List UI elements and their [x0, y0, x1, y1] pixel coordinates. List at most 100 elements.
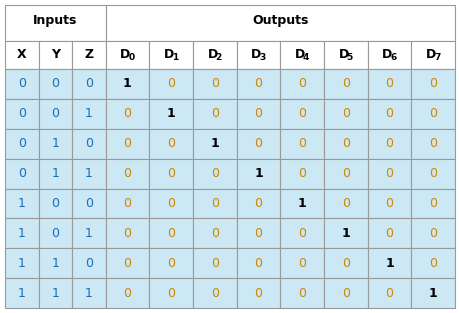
Bar — [280, 278, 323, 308]
Text: 1: 1 — [51, 137, 59, 150]
Text: 0: 0 — [210, 77, 218, 90]
Text: 0: 0 — [385, 137, 392, 150]
Text: 1: 1 — [18, 287, 26, 300]
Bar — [192, 69, 236, 99]
Bar — [149, 69, 192, 99]
Bar — [72, 278, 106, 308]
Bar — [323, 69, 367, 99]
Text: 0: 0 — [167, 227, 175, 240]
Text: 0: 0 — [341, 77, 349, 90]
Bar — [236, 248, 280, 278]
Bar — [280, 129, 323, 159]
Text: 0: 0 — [18, 137, 26, 150]
Bar — [72, 248, 106, 278]
Bar — [236, 188, 280, 218]
Text: 1: 1 — [210, 137, 218, 150]
Bar — [5, 69, 39, 99]
Bar — [39, 99, 72, 129]
Text: 7: 7 — [433, 54, 439, 63]
Text: D: D — [120, 48, 130, 60]
Bar — [39, 278, 72, 308]
Text: Z: Z — [84, 49, 93, 61]
Text: 0: 0 — [341, 197, 349, 210]
Bar — [149, 248, 192, 278]
Text: 1: 1 — [51, 257, 59, 270]
Bar — [149, 159, 192, 188]
Bar — [280, 248, 323, 278]
Text: 0: 0 — [428, 197, 436, 210]
Text: 0: 0 — [254, 197, 262, 210]
Text: 1: 1 — [384, 257, 393, 270]
Text: 0: 0 — [428, 77, 436, 90]
Bar — [192, 159, 236, 188]
Text: 0: 0 — [254, 287, 262, 300]
Bar — [149, 188, 192, 218]
Text: 0: 0 — [210, 287, 218, 300]
Bar — [410, 41, 454, 69]
Bar — [5, 248, 39, 278]
Bar — [72, 218, 106, 248]
Bar — [323, 159, 367, 188]
Text: 0: 0 — [297, 107, 306, 120]
Bar — [410, 129, 454, 159]
Bar — [280, 99, 323, 129]
Text: 0: 0 — [51, 197, 59, 210]
Bar — [5, 278, 39, 308]
Bar — [5, 99, 39, 129]
Bar — [236, 129, 280, 159]
Bar — [39, 188, 72, 218]
Text: Inputs: Inputs — [33, 14, 77, 27]
Text: 1: 1 — [123, 77, 132, 90]
Text: 1: 1 — [18, 257, 26, 270]
Text: 0: 0 — [341, 257, 349, 270]
Bar — [323, 41, 367, 69]
Text: 0: 0 — [428, 107, 436, 120]
Bar — [192, 218, 236, 248]
Bar — [410, 248, 454, 278]
Bar — [5, 159, 39, 188]
Text: X: X — [17, 49, 27, 61]
Bar — [236, 41, 280, 69]
Bar — [106, 278, 149, 308]
Bar — [39, 218, 72, 248]
Bar — [5, 129, 39, 159]
Text: 1: 1 — [85, 287, 93, 300]
Text: 0: 0 — [341, 167, 349, 180]
Text: 0: 0 — [167, 167, 175, 180]
Bar — [149, 99, 192, 129]
Bar — [236, 99, 280, 129]
Bar — [72, 129, 106, 159]
Text: 0: 0 — [84, 197, 93, 210]
Text: 2: 2 — [215, 54, 221, 63]
Bar — [5, 188, 39, 218]
Text: 0: 0 — [84, 77, 93, 90]
Text: D: D — [251, 48, 261, 60]
Text: 1: 1 — [253, 167, 262, 180]
Bar — [72, 99, 106, 129]
Text: 1: 1 — [297, 197, 306, 210]
Text: 0: 0 — [210, 197, 218, 210]
Text: 0: 0 — [18, 107, 26, 120]
Bar — [5, 41, 39, 69]
Bar — [410, 99, 454, 129]
Text: 0: 0 — [210, 227, 218, 240]
Text: D: D — [425, 48, 435, 60]
Text: 0: 0 — [254, 77, 262, 90]
Text: 0: 0 — [385, 287, 392, 300]
Text: 1: 1 — [85, 167, 93, 180]
Text: 0: 0 — [297, 257, 306, 270]
Text: 0: 0 — [385, 197, 392, 210]
Bar — [236, 159, 280, 188]
Text: D: D — [207, 48, 218, 60]
Text: 0: 0 — [297, 137, 306, 150]
Bar — [72, 69, 106, 99]
Bar — [106, 188, 149, 218]
Bar — [106, 69, 149, 99]
Text: Y: Y — [50, 49, 60, 61]
Text: 0: 0 — [385, 227, 392, 240]
Bar — [367, 129, 410, 159]
Bar — [39, 248, 72, 278]
Bar — [280, 218, 323, 248]
Text: 0: 0 — [297, 77, 306, 90]
Bar — [192, 99, 236, 129]
